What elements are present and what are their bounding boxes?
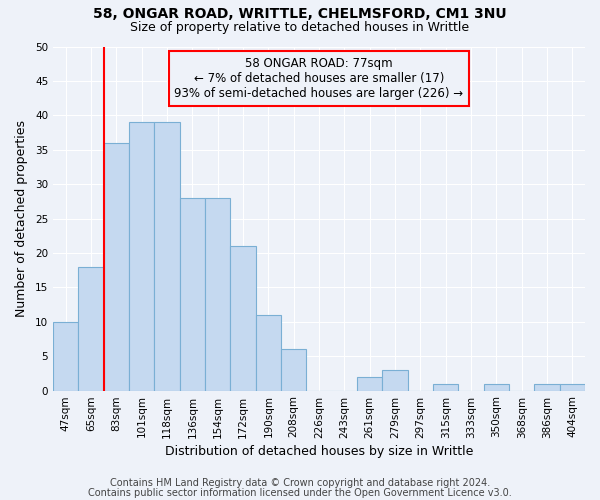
Text: Contains HM Land Registry data © Crown copyright and database right 2024.: Contains HM Land Registry data © Crown c…	[110, 478, 490, 488]
X-axis label: Distribution of detached houses by size in Writtle: Distribution of detached houses by size …	[165, 444, 473, 458]
Bar	[53, 322, 79, 390]
Bar	[180, 198, 205, 390]
Bar	[154, 122, 180, 390]
Bar	[205, 198, 230, 390]
Y-axis label: Number of detached properties: Number of detached properties	[15, 120, 28, 317]
Text: 58 ONGAR ROAD: 77sqm
← 7% of detached houses are smaller (17)
93% of semi-detach: 58 ONGAR ROAD: 77sqm ← 7% of detached ho…	[175, 57, 464, 100]
Bar	[256, 315, 281, 390]
Bar	[560, 384, 585, 390]
Bar	[357, 377, 382, 390]
Bar	[484, 384, 509, 390]
Bar	[281, 350, 307, 391]
Bar	[382, 370, 407, 390]
Bar	[79, 266, 104, 390]
Bar	[230, 246, 256, 390]
Text: Contains public sector information licensed under the Open Government Licence v3: Contains public sector information licen…	[88, 488, 512, 498]
Bar	[129, 122, 154, 390]
Text: Size of property relative to detached houses in Writtle: Size of property relative to detached ho…	[130, 21, 470, 34]
Text: 58, ONGAR ROAD, WRITTLE, CHELMSFORD, CM1 3NU: 58, ONGAR ROAD, WRITTLE, CHELMSFORD, CM1…	[93, 8, 507, 22]
Bar	[433, 384, 458, 390]
Bar	[104, 143, 129, 390]
Bar	[535, 384, 560, 390]
